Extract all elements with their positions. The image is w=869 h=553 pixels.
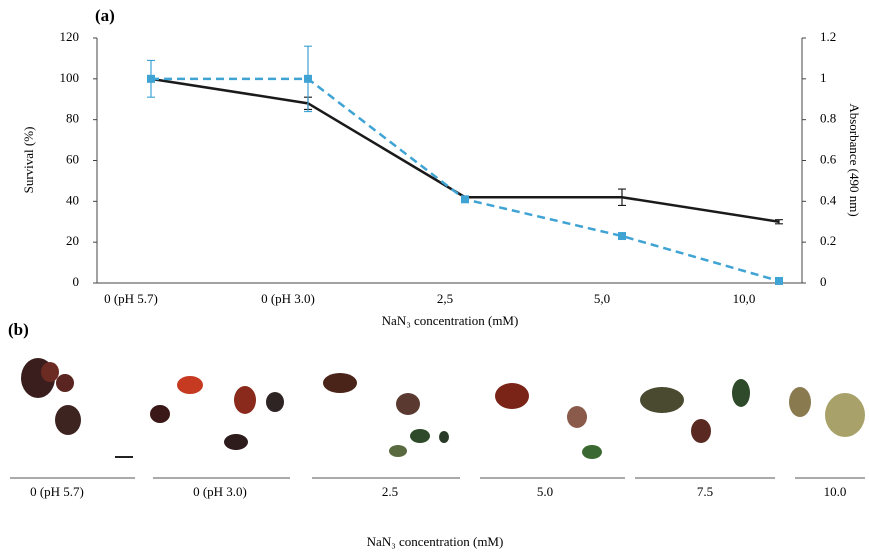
- y-tick-label: 0: [73, 274, 80, 289]
- marker: [304, 74, 312, 83]
- x-axis-label: NaN₃ concentration (mM): [382, 313, 519, 328]
- group-label: 0 (pH 5.7): [30, 484, 84, 499]
- y-tick-label: 120: [60, 29, 80, 44]
- y2-tick-label: 0.2: [820, 233, 836, 248]
- group-label: 7.5: [697, 484, 713, 499]
- y2-tick-label: 1: [820, 70, 827, 85]
- photos: [21, 358, 865, 459]
- group-label: 2.5: [382, 484, 398, 499]
- y2-tick-label: 0.8: [820, 111, 836, 126]
- group-label: 10.0: [824, 484, 847, 499]
- x-tick-label: 5,0: [594, 291, 610, 306]
- panel-label: (a): [95, 6, 115, 25]
- x-tick-label: 10,0: [733, 291, 756, 306]
- y2-axis-label: Absorbance (490 nm): [847, 103, 862, 216]
- marker: [461, 195, 469, 204]
- x-tick-label: 0 (pH 5.7): [104, 291, 158, 306]
- error-bar: [618, 188, 626, 207]
- y-tick-label: 80: [66, 111, 79, 126]
- x-axis-label: NaN₃ concentration (mM): [367, 534, 504, 549]
- y2-tick-label: 0.6: [820, 151, 837, 166]
- y-tick-label: 60: [66, 151, 79, 166]
- marker: [618, 232, 626, 241]
- error-bar: [775, 219, 783, 225]
- group-label: 5.0: [537, 484, 553, 499]
- series-line: [151, 77, 780, 283]
- y-axis-label: Survival (%): [21, 127, 36, 194]
- x-tick-label: 2,5: [437, 291, 453, 306]
- y-tick-label: 100: [60, 70, 80, 85]
- y-tick-label: 20: [66, 233, 79, 248]
- y-tick-label: 40: [66, 192, 79, 207]
- y2-tick-label: 0: [820, 274, 827, 289]
- marker: [775, 276, 783, 285]
- group-label: 0 (pH 3.0): [193, 484, 247, 499]
- panel-label: (b): [8, 320, 29, 339]
- x-tick-label: 0 (pH 3.0): [261, 291, 315, 306]
- marker: [147, 74, 155, 83]
- y2-tick-label: 1.2: [820, 29, 836, 44]
- y2-tick-label: 0.4: [820, 192, 837, 207]
